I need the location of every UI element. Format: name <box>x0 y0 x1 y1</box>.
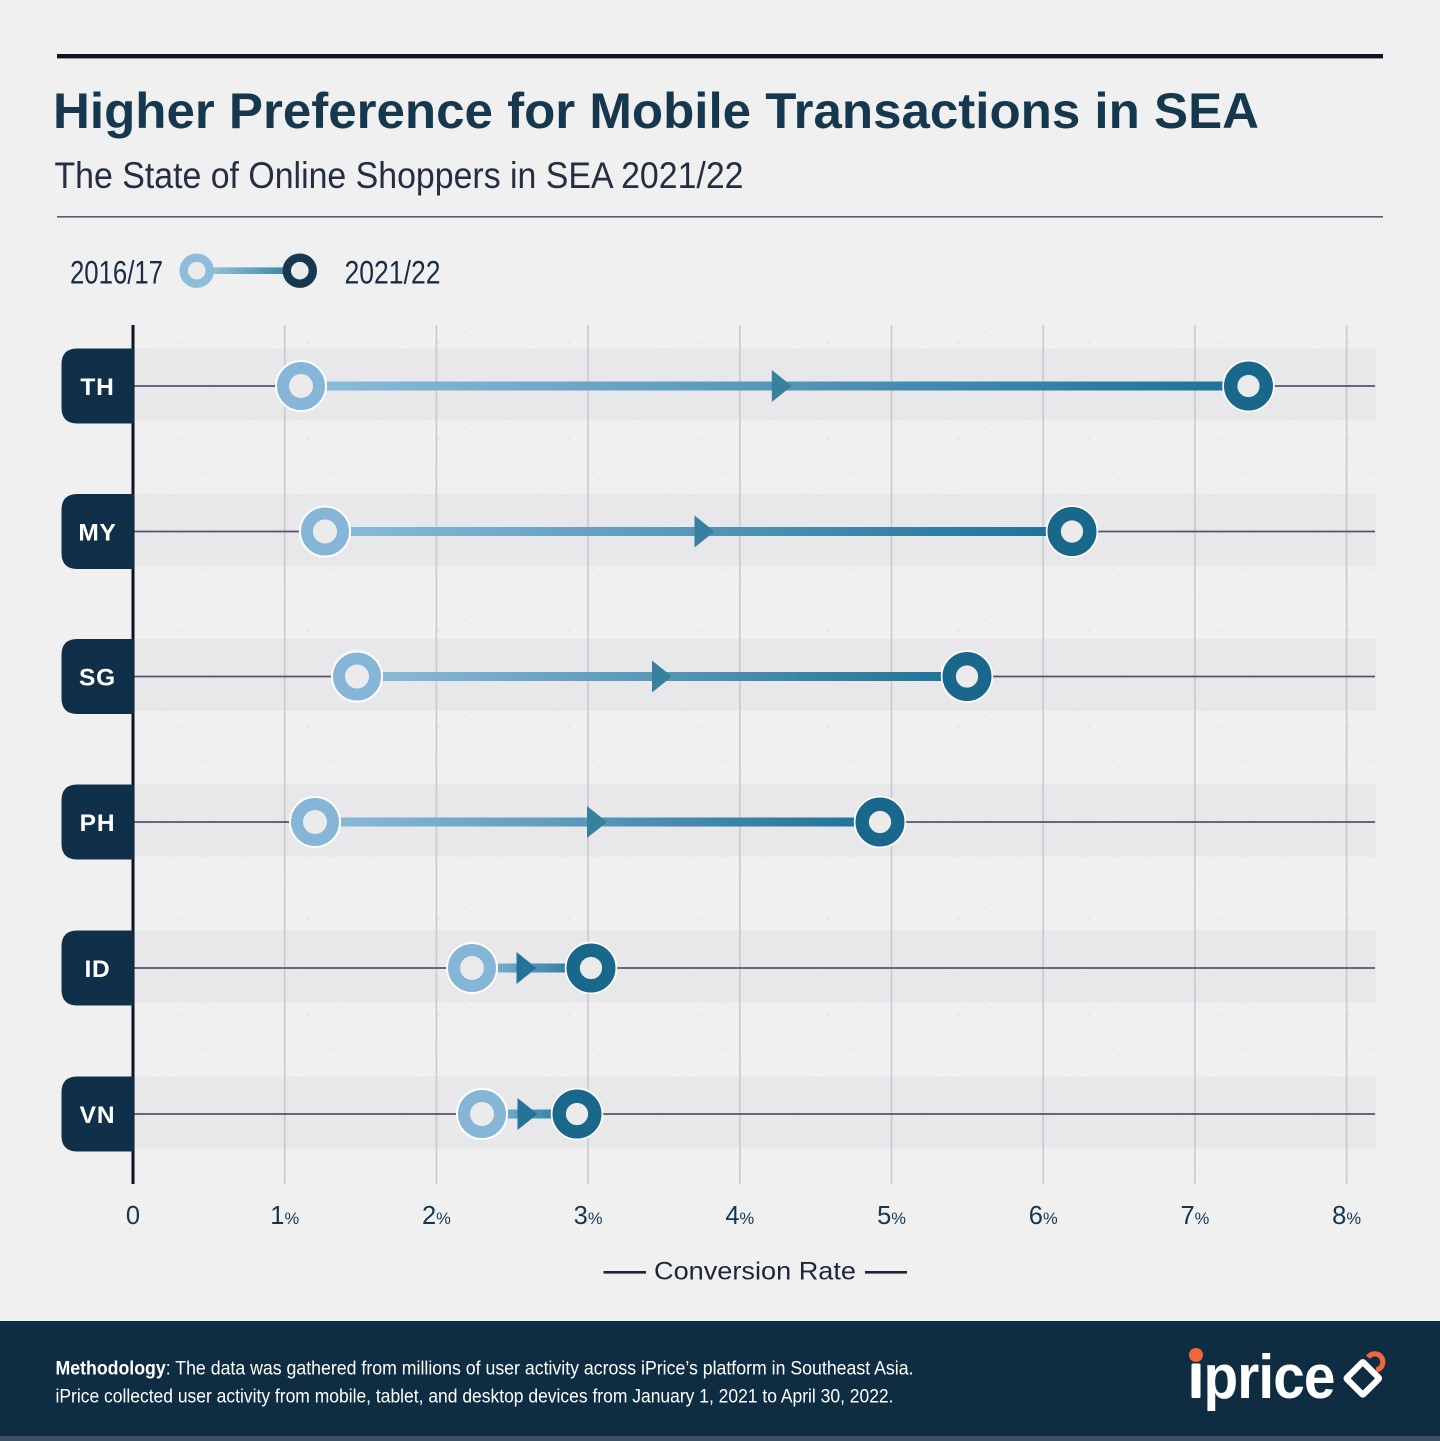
svg-text:Methodology: The data was gath: Methodology: The data was gathered from … <box>56 1358 914 1380</box>
svg-text:MY: MY <box>78 520 116 547</box>
svg-text:0: 0 <box>126 1202 140 1230</box>
svg-text:TH: TH <box>80 374 114 401</box>
svg-text:Higher Preference for Mobile T: Higher Preference for Mobile Transaction… <box>53 83 1259 139</box>
svg-text:2021/22: 2021/22 <box>345 255 441 291</box>
svg-text:SG: SG <box>79 665 116 692</box>
svg-text:The State of Online Shoppers i: The State of Online Shoppers in SEA 2021… <box>55 155 744 196</box>
svg-text:VN: VN <box>80 1102 116 1129</box>
svg-text:Conversion Rate: Conversion Rate <box>654 1258 856 1286</box>
svg-text:iPrice collected user activity: iPrice collected user activity from mobi… <box>56 1386 894 1408</box>
svg-text:ID: ID <box>84 956 110 983</box>
svg-text:price: price <box>1204 1343 1335 1412</box>
svg-text:PH: PH <box>80 810 116 837</box>
svg-text:2016/17: 2016/17 <box>70 255 163 291</box>
